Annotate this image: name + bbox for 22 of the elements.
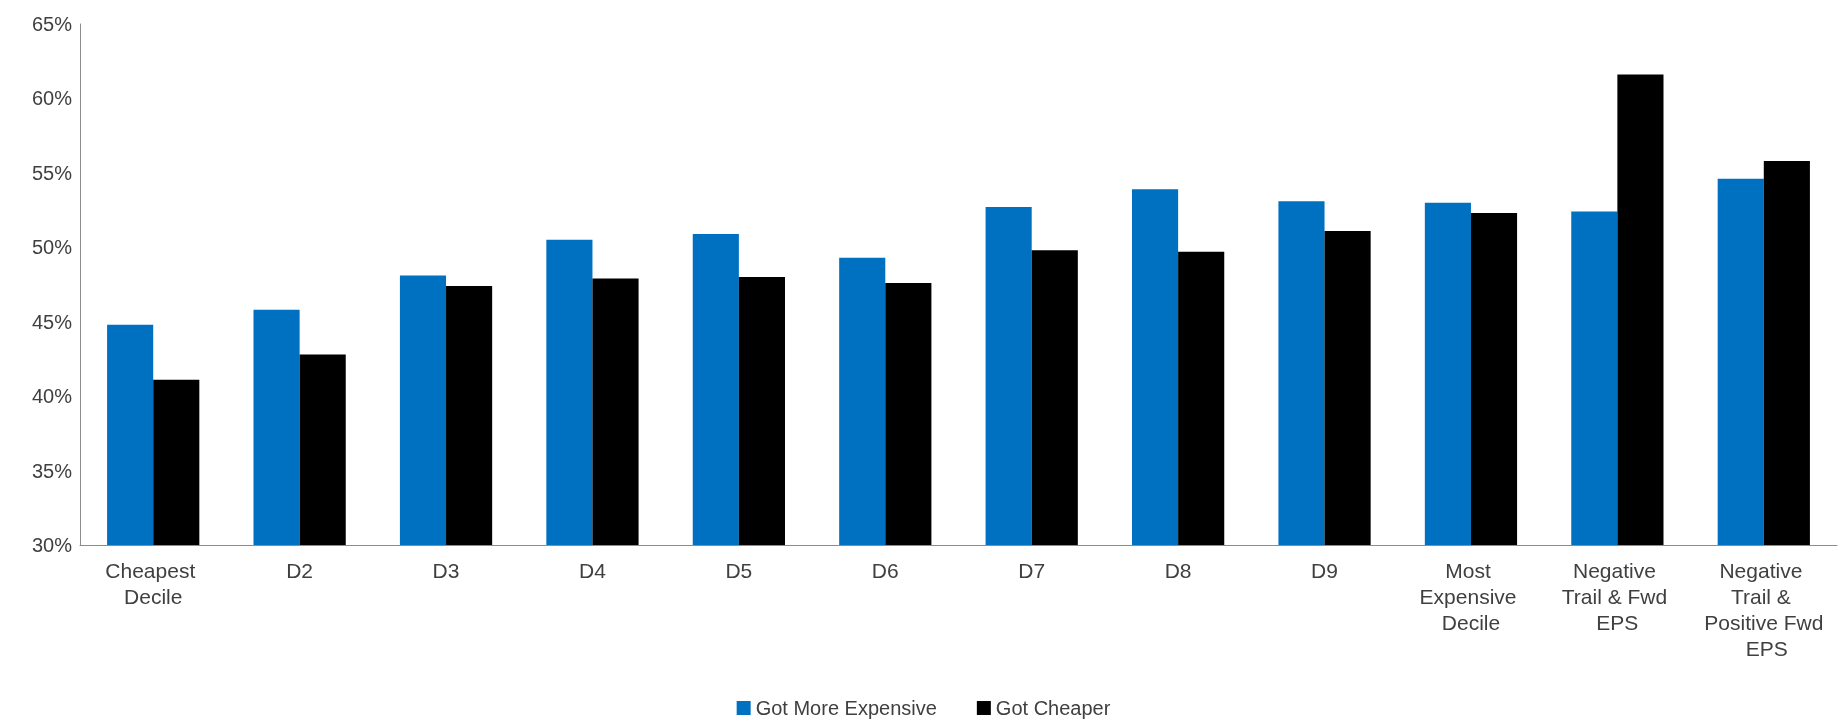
- x-tick-label: Most Expensive Decile: [1419, 558, 1523, 634]
- x-tick-label: D4: [579, 558, 607, 582]
- x-tick-label: D8: [1164, 558, 1192, 582]
- y-tick-label: 30%: [31, 534, 73, 556]
- x-tick-label: Negative Trail & Positive Fwd EPS: [1704, 558, 1824, 660]
- x-tick-label: Cheapest Decile: [105, 558, 202, 608]
- x-tick-label: D7: [1018, 558, 1046, 582]
- x-tick-label: D3: [432, 558, 460, 582]
- x-tick-label: D9: [1311, 558, 1338, 582]
- x-tick-label: D5: [725, 558, 753, 582]
- legend-label: Got Cheaper: [995, 697, 1111, 719]
- y-tick-label: 40%: [31, 385, 73, 408]
- y-tick-label: 60%: [31, 87, 73, 110]
- y-tick-label: 55%: [31, 161, 73, 184]
- x-tick-label: D6: [871, 558, 899, 582]
- y-tick-label: 50%: [31, 236, 73, 259]
- y-tick-label: 65%: [31, 13, 73, 35]
- y-tick-label: 35%: [31, 459, 73, 482]
- x-tick-label: Negative Trail & Fwd EPS: [1561, 558, 1673, 634]
- y-tick-label: 45%: [31, 310, 73, 333]
- legend-label: Got More Expensive: [755, 697, 937, 719]
- x-tick-label: D2: [286, 558, 314, 582]
